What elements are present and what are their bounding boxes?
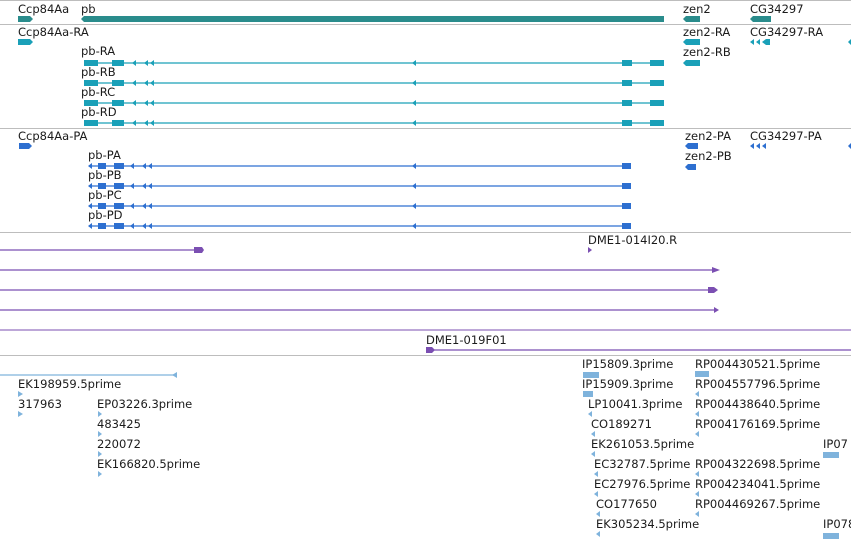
- transcript-label-pb-rc[interactable]: pb-RC: [81, 85, 116, 99]
- est-label[interactable]: EK166820.5prime: [97, 457, 201, 471]
- est-label[interactable]: CO189271: [591, 417, 652, 431]
- transcript-label-zen2-ra[interactable]: zen2-RA: [683, 25, 731, 39]
- est-label[interactable]: RP004322698.5prime: [695, 457, 821, 471]
- est-label[interactable]: EP03226.3prime: [97, 397, 193, 411]
- gene-glyphs: [18, 16, 771, 22]
- clone-arrow: [708, 287, 718, 293]
- transcript-pb-rd-glyph: [83, 119, 665, 127]
- protein-zen2-pa-glyph: [685, 143, 698, 149]
- est-label[interactable]: RP004438640.5prime: [695, 397, 821, 411]
- gene-cg34297-glyph: [750, 16, 771, 22]
- est-label[interactable]: EK198959.5prime: [18, 377, 122, 391]
- protein-ccp84aa-pa-glyph: [19, 143, 32, 149]
- est-label[interactable]: RP004557796.5prime: [695, 377, 821, 391]
- protein-label-pb-pb[interactable]: pb-PB: [88, 168, 122, 182]
- transcript-zen2-ra-glyph: [683, 39, 700, 45]
- protein-track: Ccp84Aa-PA pb-PA pb-PB pb-PC pb-PD zen2-…: [0, 129, 851, 232]
- protein-label-pb-pa[interactable]: pb-PA: [88, 148, 121, 162]
- est-label[interactable]: 483425: [97, 417, 141, 431]
- transcript-glyphs: [18, 39, 851, 127]
- transcript-track: Ccp84Aa-RA pb-RA pb-RB pb-RC pb-RD zen2-…: [0, 25, 851, 128]
- est-label[interactable]: IP078: [823, 517, 851, 531]
- est-label[interactable]: CO177650: [596, 497, 657, 511]
- transcript-label-pb-rd[interactable]: pb-RD: [81, 105, 117, 119]
- est-label[interactable]: EK305234.5prime: [596, 517, 700, 531]
- est-label[interactable]: EC27976.5prime: [594, 477, 691, 491]
- track-separator: [0, 355, 851, 356]
- transcript-pb-rb-glyph: [83, 79, 665, 87]
- est-glyphs: [0, 371, 839, 539]
- protein-cg34297-pa-glyph: [750, 143, 766, 149]
- track-separator: [0, 24, 851, 25]
- protein-label-zen2-pa[interactable]: zen2-PA: [685, 129, 731, 143]
- protein-pb-pb-glyph: [87, 182, 632, 190]
- est-track: EK198959.5prime 317963 EP03226.3prime 48…: [0, 356, 851, 540]
- clone-dme1-019f01-glyph: [426, 347, 435, 353]
- clone-track: DME1-014I20.R DME1-019F01: [0, 233, 851, 355]
- transcript-cg34297-ra-glyph: [750, 39, 770, 45]
- transcript-label-ccp84aa-ra[interactable]: Ccp84Aa-RA: [18, 25, 89, 39]
- est-label[interactable]: RP004430521.5prime: [695, 357, 821, 371]
- clone-arrow: [712, 267, 720, 273]
- clone-label-dme1-019f01[interactable]: DME1-019F01: [426, 333, 507, 347]
- clone-dme1-014i20-r-glyph: [588, 247, 592, 253]
- est-label[interactable]: 220072: [97, 437, 141, 451]
- protein-pb-pc-glyph: [87, 202, 632, 210]
- track-separator: [0, 232, 851, 233]
- transcript-pb-rc-glyph: [83, 99, 665, 107]
- clone-arrow: [714, 307, 719, 313]
- protein-glyphs: [19, 143, 851, 230]
- protein-zen2-pb-glyph: [685, 164, 696, 170]
- transcript-label-pb-ra[interactable]: pb-RA: [81, 44, 116, 58]
- gene-ccp84aa-glyph: [18, 16, 33, 22]
- transcript-ccp84aa-ra-glyph: [18, 39, 33, 45]
- protein-label-pb-pd[interactable]: pb-PD: [88, 208, 123, 222]
- transcript-label-pb-rb[interactable]: pb-RB: [81, 65, 116, 79]
- protein-label-ccp84aa-pa[interactable]: Ccp84Aa-PA: [18, 129, 88, 143]
- protein-pb-pa-glyph: [87, 162, 632, 170]
- protein-label-zen2-pb[interactable]: zen2-PB: [685, 149, 732, 163]
- gene-label-ccp84aa[interactable]: Ccp84Aa: [18, 2, 70, 16]
- transcript-zen2-rb-glyph: [683, 60, 700, 66]
- clone-glyphs: [0, 247, 851, 353]
- transcript-label-cg34297-ra[interactable]: CG34297-RA: [750, 25, 824, 39]
- gene-track: Ccp84Aa pb zen2 CG34297: [0, 1, 851, 23]
- clone-label-dme1-014i20-r[interactable]: DME1-014I20.R: [588, 233, 678, 247]
- protein-label-pb-pc[interactable]: pb-PC: [88, 188, 122, 202]
- est-label[interactable]: IP15809.3prime: [582, 357, 674, 371]
- gene-pb-glyph: [81, 16, 664, 22]
- protein-pb-pd-glyph: [87, 222, 632, 230]
- track-separator: [0, 128, 851, 129]
- gene-label-zen2[interactable]: zen2: [683, 2, 711, 16]
- track-separator: [0, 0, 851, 1]
- est-label[interactable]: IP15909.3prime: [582, 377, 674, 391]
- est-label[interactable]: LP10041.3prime: [588, 397, 683, 411]
- transcript-label-zen2-rb[interactable]: zen2-RB: [683, 45, 731, 59]
- transcript-pb-ra-glyph: [83, 59, 665, 67]
- protein-label-cg34297-pa[interactable]: CG34297-PA: [750, 129, 822, 143]
- gene-label-pb[interactable]: pb: [81, 2, 96, 16]
- est-label[interactable]: RP004176169.5prime: [695, 417, 821, 431]
- est-label[interactable]: EK261053.5prime: [591, 437, 695, 451]
- est-label[interactable]: RP004469267.5prime: [695, 497, 821, 511]
- gene-zen2-glyph: [683, 16, 700, 22]
- gene-label-cg34297[interactable]: CG34297: [750, 2, 804, 16]
- est-label[interactable]: IP07: [823, 437, 848, 451]
- est-label[interactable]: RP004234041.5prime: [695, 477, 821, 491]
- est-label[interactable]: 317963: [18, 397, 62, 411]
- est-label[interactable]: EC32787.5prime: [594, 457, 691, 471]
- clone-arrow: [194, 247, 204, 253]
